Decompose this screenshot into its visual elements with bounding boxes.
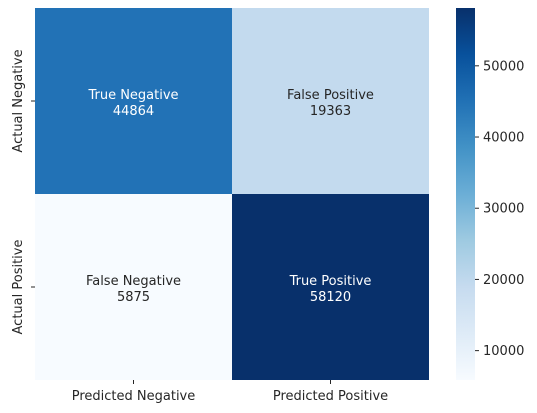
colorbar-tick-label: 30000 — [483, 202, 524, 217]
colorbar-tick-label: 40000 — [483, 131, 524, 146]
heatmap-cells — [35, 8, 429, 380]
y-tick-label: Actual Negative — [11, 49, 26, 152]
colorbar: 10000 20000 30000 40000 50000 — [456, 8, 524, 380]
cell-label: False Positive — [287, 88, 374, 103]
heatmap-cell — [232, 194, 429, 380]
cell-value: 5875 — [117, 290, 150, 305]
cell-label: False Negative — [86, 274, 181, 289]
x-tick-label: Predicted Positive — [273, 389, 388, 404]
cell-value: 58120 — [310, 290, 351, 305]
heatmap-cell — [232, 8, 429, 194]
y-axis: Actual Negative Actual Positive — [11, 49, 35, 334]
colorbar-gradient — [456, 8, 475, 380]
cell-label: True Negative — [87, 88, 178, 103]
y-tick-label: Actual Positive — [11, 240, 26, 335]
cell-value: 44864 — [113, 104, 154, 119]
x-tick-label: Predicted Negative — [72, 389, 196, 404]
colorbar-tick-label: 50000 — [483, 59, 524, 74]
x-axis: Predicted Negative Predicted Positive — [72, 380, 388, 404]
heatmap-cell — [35, 194, 232, 380]
cell-value: 19363 — [310, 104, 351, 119]
cell-label: True Positive — [289, 274, 372, 289]
colorbar-tick-label: 20000 — [483, 273, 524, 288]
heatmap-cell — [35, 8, 232, 194]
colorbar-tick-label: 10000 — [483, 344, 524, 359]
